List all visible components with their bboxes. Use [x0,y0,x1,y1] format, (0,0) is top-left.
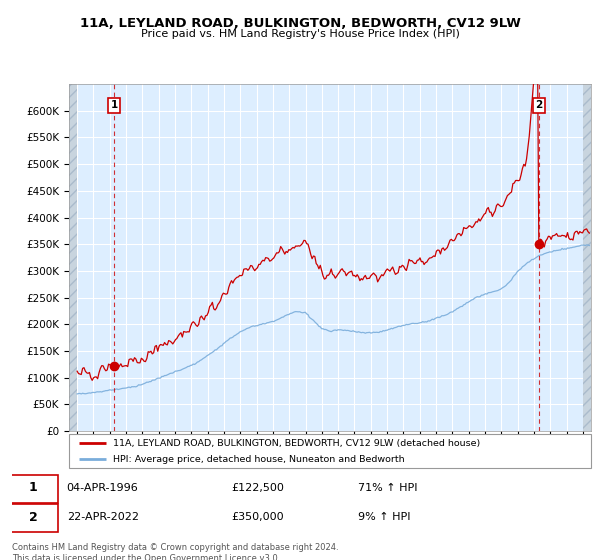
Text: 2: 2 [29,511,38,524]
Text: 1: 1 [29,482,38,494]
Text: 2: 2 [535,100,542,110]
Text: £122,500: £122,500 [231,483,284,493]
FancyBboxPatch shape [9,504,58,532]
FancyBboxPatch shape [69,434,591,468]
FancyBboxPatch shape [9,475,58,503]
Text: HPI: Average price, detached house, Nuneaton and Bedworth: HPI: Average price, detached house, Nune… [113,455,405,464]
Text: 9% ↑ HPI: 9% ↑ HPI [358,512,410,522]
Text: 11A, LEYLAND ROAD, BULKINGTON, BEDWORTH, CV12 9LW (detached house): 11A, LEYLAND ROAD, BULKINGTON, BEDWORTH,… [113,439,481,448]
Text: 1: 1 [110,100,118,110]
Text: Contains HM Land Registry data © Crown copyright and database right 2024.
This d: Contains HM Land Registry data © Crown c… [12,543,338,560]
Text: 22-APR-2022: 22-APR-2022 [67,512,139,522]
Text: £350,000: £350,000 [231,512,284,522]
Text: 71% ↑ HPI: 71% ↑ HPI [358,483,417,493]
Text: 11A, LEYLAND ROAD, BULKINGTON, BEDWORTH, CV12 9LW: 11A, LEYLAND ROAD, BULKINGTON, BEDWORTH,… [80,17,520,30]
Text: 04-APR-1996: 04-APR-1996 [67,483,139,493]
Bar [69,84,77,431]
Text: Price paid vs. HM Land Registry's House Price Index (HPI): Price paid vs. HM Land Registry's House … [140,29,460,39]
Bar [583,84,591,431]
